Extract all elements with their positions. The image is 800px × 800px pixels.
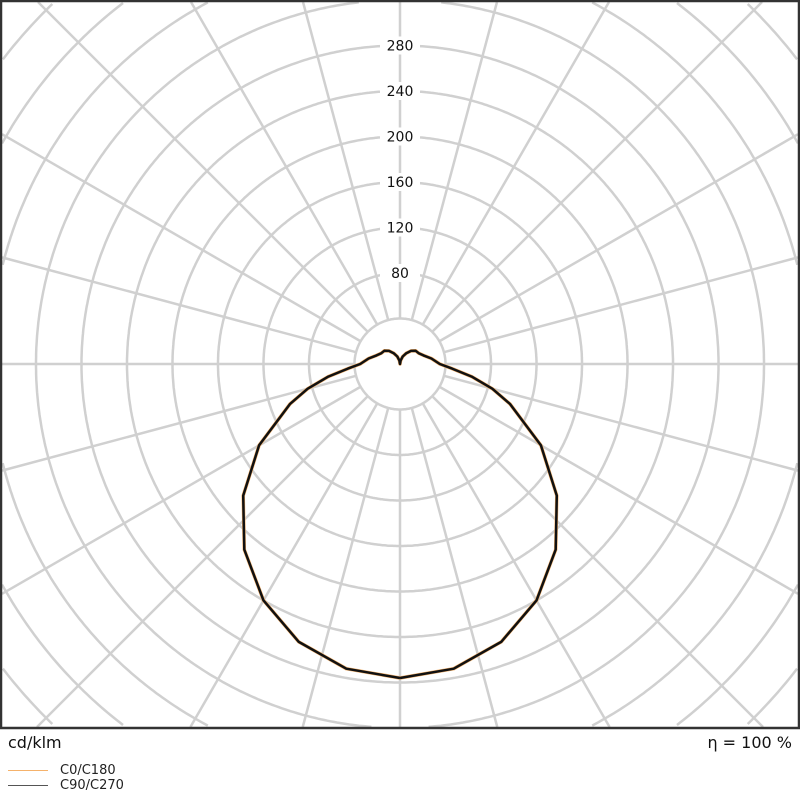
grid-spoke bbox=[431, 1, 763, 333]
grid-spoke bbox=[1, 374, 357, 472]
series-curve-c90-c270 bbox=[241, 349, 559, 680]
grid-ring bbox=[1, 3, 799, 725]
plot-frame bbox=[0, 0, 800, 730]
grid-spoke bbox=[1, 256, 357, 354]
grid-spoke bbox=[443, 256, 799, 354]
legend-label: C90/C270 bbox=[60, 778, 124, 793]
grid-spoke bbox=[189, 402, 379, 728]
grid-spoke bbox=[301, 407, 390, 728]
polar-chart: 80 120 160 200 240 280 bbox=[0, 0, 800, 730]
grid-spoke bbox=[410, 407, 499, 728]
tick-label: 160 bbox=[387, 175, 414, 191]
tick-label-bg bbox=[380, 218, 420, 237]
grid-spoke bbox=[36, 395, 369, 728]
grid-spoke bbox=[410, 1, 499, 321]
tick-label-bg bbox=[380, 264, 420, 282]
unit-label: cd/klm bbox=[8, 733, 62, 752]
legend-label: C0/C180 bbox=[60, 763, 116, 778]
tick-label: 280 bbox=[387, 39, 414, 55]
grid-spoke bbox=[189, 1, 379, 326]
tick-label: 240 bbox=[387, 84, 414, 100]
legend-item-c90: C90/C270 bbox=[8, 778, 124, 793]
grid-spoke bbox=[1, 133, 362, 343]
radial-tick-labels: 80 120 160 200 240 280 bbox=[380, 36, 420, 282]
tick-label-bg bbox=[380, 82, 420, 100]
tick-label: 80 bbox=[391, 266, 409, 282]
tick-label: 120 bbox=[387, 221, 414, 237]
grid-spoke bbox=[421, 402, 611, 728]
legend-swatch bbox=[8, 785, 48, 786]
tick-label-bg bbox=[380, 36, 420, 55]
grid-spoke bbox=[1, 385, 362, 595]
tick-label: 200 bbox=[387, 130, 414, 146]
grid-spoke bbox=[301, 1, 390, 321]
grid-spoke bbox=[438, 385, 799, 595]
grid-spoke bbox=[438, 133, 799, 343]
curves bbox=[241, 349, 559, 680]
legend-swatch bbox=[8, 770, 48, 771]
grid-spoke bbox=[421, 1, 611, 326]
grid-ring bbox=[1, 1, 799, 727]
grid-ring bbox=[0, 2, 800, 726]
tick-label-bg bbox=[380, 173, 420, 191]
legend-item-c0: C0/C180 bbox=[8, 763, 116, 778]
grid-spoke bbox=[443, 374, 799, 472]
tick-label-bg bbox=[380, 127, 420, 146]
grid-spoke bbox=[37, 1, 369, 333]
grid bbox=[0, 1, 800, 729]
grid-ring bbox=[34, 1, 766, 729]
efficiency-label: η = 100 % bbox=[707, 733, 792, 752]
grid-spoke bbox=[431, 395, 764, 728]
